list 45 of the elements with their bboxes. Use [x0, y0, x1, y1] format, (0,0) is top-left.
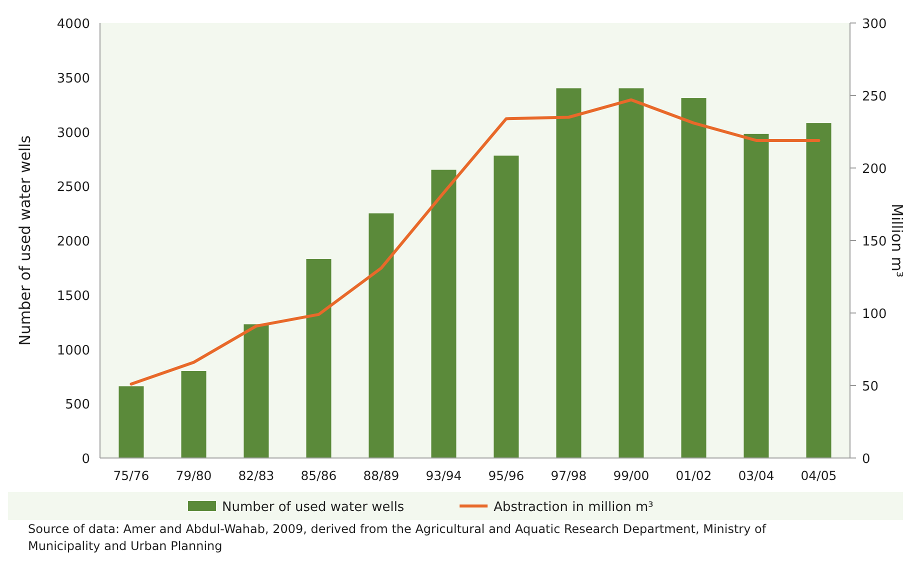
bar	[181, 371, 206, 458]
x-tick-label: 93/94	[426, 468, 462, 483]
x-tick-label: 79/80	[176, 468, 212, 483]
y2-tick-label: 250	[862, 90, 887, 104]
bar	[618, 88, 644, 458]
y2-tick-label: 0	[862, 452, 870, 467]
x-tick-label: 75/76	[113, 468, 150, 483]
x-tick-label: 95/96	[488, 468, 524, 483]
y-axis-title: Number of used water wells	[16, 135, 34, 346]
x-tick-label: 03/04	[738, 468, 774, 483]
y-tick-label: 4000	[56, 17, 90, 32]
bar	[244, 324, 269, 458]
x-tick-label: 85/86	[300, 468, 337, 483]
y-tick-label: 3500	[56, 71, 90, 86]
y-tick-label: 500	[65, 398, 90, 413]
x-tick-label: 88/89	[363, 468, 400, 483]
legend-label: Number of used water wells	[222, 500, 404, 515]
bar	[494, 156, 519, 458]
legend-label: Abstraction in million m³	[494, 500, 654, 515]
y-tick-label: 1000	[56, 343, 90, 358]
y2-tick-label: 100	[862, 307, 887, 322]
bar	[556, 88, 582, 458]
y-tick-label: 2000	[56, 234, 90, 250]
y2-tick-label: 300	[862, 17, 887, 32]
y2-tick-label: 150	[862, 234, 887, 250]
y-tick-label: 1500	[56, 288, 90, 304]
bar	[806, 123, 832, 458]
x-tick-label: 82/83	[238, 468, 274, 483]
line-series	[130, 98, 820, 386]
y2-tick-label: 50	[862, 380, 879, 394]
y-tick-label: 0	[82, 452, 90, 467]
bar	[118, 386, 144, 458]
x-tick-label: 04/05	[800, 468, 837, 483]
bar	[306, 258, 332, 458]
y-tick-label: 3000	[56, 126, 90, 141]
bar	[368, 213, 394, 458]
x-tick-label: 99/00	[613, 468, 650, 483]
source-note: Source of data: Amer and Abdul-Wahab, 2009, derived from the Agricultural and Aquatic Research Department, Ministry of Municipality and Urban Planning	[28, 522, 767, 553]
x-tick-label: 01/02	[676, 468, 712, 483]
x-tick-label: 97/98	[550, 468, 587, 483]
bar	[681, 98, 706, 458]
y2-tick-label: 200	[862, 162, 887, 177]
bar	[431, 170, 456, 458]
y-tick-label: 2500	[56, 180, 90, 196]
bar	[744, 134, 769, 458]
